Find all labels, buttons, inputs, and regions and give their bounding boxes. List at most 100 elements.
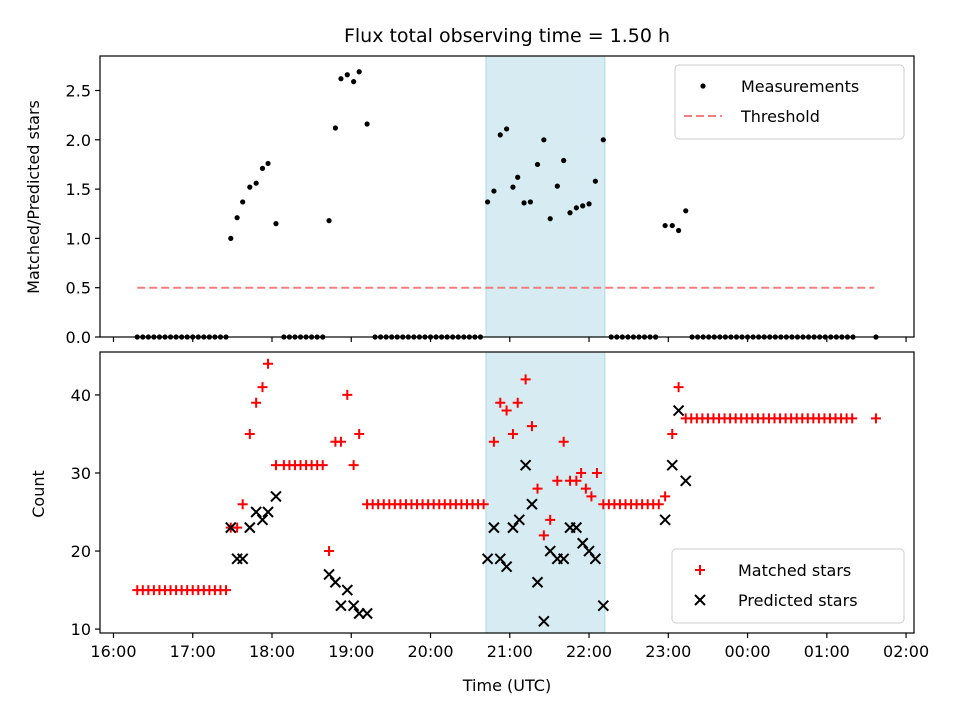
data-point [341,584,353,596]
data-point [557,553,570,565]
data-point [495,397,506,408]
x-tick-label: 01:00 [804,642,850,661]
data-point [600,137,606,143]
data-point [500,560,513,573]
data-point [484,199,491,205]
data-point [532,483,543,494]
data-point [250,506,262,518]
data-point [342,389,353,400]
data-point [488,436,499,447]
top-legend-box [674,64,905,140]
bottom-axes-frame [99,351,915,634]
data-point [232,522,243,533]
legend-marker [695,565,705,575]
data-point [673,382,684,393]
legend-label: Matched stars [738,561,851,580]
data-point [326,218,332,224]
data-point [347,599,360,612]
data-point [583,545,595,557]
data-point [521,200,527,206]
data-point [344,72,350,78]
legend-marker [700,83,706,89]
bottom-legend-box [671,548,905,624]
data-point [491,188,497,194]
data-point [265,160,271,167]
legend-marker [694,594,706,606]
data-point [589,553,602,565]
data-point [323,568,335,581]
data-point [571,475,582,486]
data-point [317,460,328,471]
data-point [348,460,359,471]
x-tick-label: 23:00 [645,642,691,661]
data-point [504,126,510,132]
data-point [270,490,282,503]
data-point [244,521,256,534]
chart-title: Flux total observing time = 1.50 h [344,25,670,47]
data-point [247,184,253,190]
data-point [478,499,489,510]
data-point [597,599,610,612]
data-point [329,576,342,588]
bottom-panel: 10 20 30 40 16:00 17:00 18:00 19:00 20:00 21:00 22… [71,351,929,661]
data-point [531,576,544,588]
data-point [338,76,344,82]
data-point [545,514,556,525]
data-point [253,180,259,186]
data-point [351,79,357,85]
data-point [672,404,685,417]
data-point [515,174,521,180]
bottom-y-axis-label: Count [29,470,48,518]
x-tick-label: 19:00 [328,642,374,661]
data-point [259,165,266,171]
data-point [356,69,362,75]
data-point [257,382,268,393]
data-point [256,514,269,526]
series-predicted-stars [225,404,692,627]
data-point [512,397,523,408]
data-point [586,201,592,207]
top-shaded-interval [485,55,606,338]
data-point [361,607,373,620]
data-point [683,208,689,214]
legend-label: Measurements [741,77,859,96]
data-point [481,553,494,565]
data-point [507,428,518,439]
x-tick-label: 22:00 [566,642,612,661]
data-point [324,546,335,557]
data-point [510,184,516,190]
data-point [666,459,678,471]
data-point [513,514,525,526]
data-point [558,436,569,447]
top-axes-frame [99,55,915,338]
data-point [240,199,246,205]
x-tick-label: 21:00 [487,642,533,661]
x-tick-label: 18:00 [249,642,295,661]
top-y-tick-label: 2.0 [66,131,91,150]
data-point [273,221,279,227]
data-point [332,125,339,131]
data-point [680,475,692,487]
x-tick-label: 17:00 [170,642,216,661]
data-point [354,428,365,439]
data-point [576,537,589,549]
data-point [488,521,500,534]
data-point [675,227,682,234]
bottom-y-tick-label: 30 [71,464,91,483]
bottom-y-tick-label: 20 [71,542,91,561]
data-point [236,553,249,565]
data-point [251,397,262,408]
top-y-tick-label: 1.5 [66,180,91,199]
bottom-legend: Matched stars Predicted stars [671,548,905,624]
data-point [494,553,506,565]
top-y-tick-label: 2.5 [66,82,91,101]
data-point [234,215,240,221]
top-legend: Measurements Threshold [674,64,905,140]
data-point [573,205,579,211]
data-point [662,222,668,229]
data-point [221,585,232,596]
x-tick-label: 02:00 [883,642,929,661]
data-point [653,499,664,510]
top-y-axis-label: Matched/Predicted stars [24,100,43,294]
data-point [497,132,503,138]
